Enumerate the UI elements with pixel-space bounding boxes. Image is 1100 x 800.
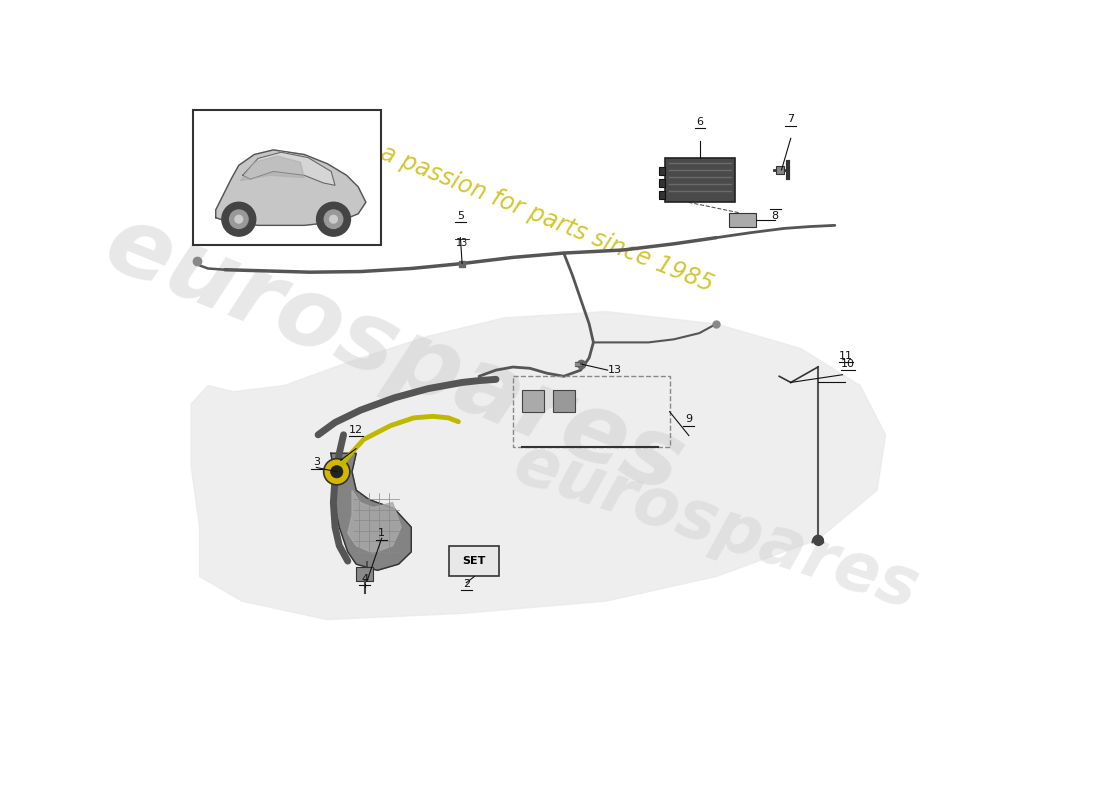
Text: 9: 9 xyxy=(685,414,692,424)
Polygon shape xyxy=(216,150,366,226)
Text: 1: 1 xyxy=(378,528,385,538)
Bar xyxy=(450,546,499,577)
Bar xyxy=(666,158,735,202)
Text: 6: 6 xyxy=(696,117,704,126)
Circle shape xyxy=(235,215,243,223)
Polygon shape xyxy=(243,152,336,186)
Polygon shape xyxy=(241,156,305,181)
Text: a passion for parts since 1985: a passion for parts since 1985 xyxy=(377,142,717,297)
Polygon shape xyxy=(348,490,402,553)
Circle shape xyxy=(324,210,343,229)
Bar xyxy=(522,390,543,412)
Polygon shape xyxy=(331,454,411,570)
Text: 13: 13 xyxy=(455,238,469,248)
Bar xyxy=(729,213,756,227)
Text: 3: 3 xyxy=(312,458,320,467)
Bar xyxy=(356,567,373,581)
Bar xyxy=(553,390,574,412)
Text: 7: 7 xyxy=(788,114,794,125)
Text: eurospares: eurospares xyxy=(91,196,697,513)
Text: 5: 5 xyxy=(456,210,464,221)
Polygon shape xyxy=(191,312,886,619)
Circle shape xyxy=(317,202,351,236)
Bar xyxy=(659,179,666,187)
Bar xyxy=(513,376,670,447)
Circle shape xyxy=(330,215,338,223)
Circle shape xyxy=(230,210,249,229)
Text: 4: 4 xyxy=(361,574,368,584)
Text: 11: 11 xyxy=(838,351,853,361)
Bar xyxy=(192,110,382,245)
Text: eurospares: eurospares xyxy=(506,430,927,624)
Circle shape xyxy=(331,466,343,478)
Text: 8: 8 xyxy=(771,210,779,221)
Polygon shape xyxy=(574,362,582,366)
Text: SET: SET xyxy=(463,556,486,566)
Text: 2: 2 xyxy=(463,579,470,589)
Circle shape xyxy=(222,202,255,236)
Text: 12: 12 xyxy=(349,425,363,435)
Text: 13: 13 xyxy=(607,365,621,375)
Text: 10: 10 xyxy=(840,358,855,369)
Bar xyxy=(659,167,666,174)
Circle shape xyxy=(323,458,350,485)
Bar xyxy=(659,191,666,199)
Bar xyxy=(777,166,784,174)
